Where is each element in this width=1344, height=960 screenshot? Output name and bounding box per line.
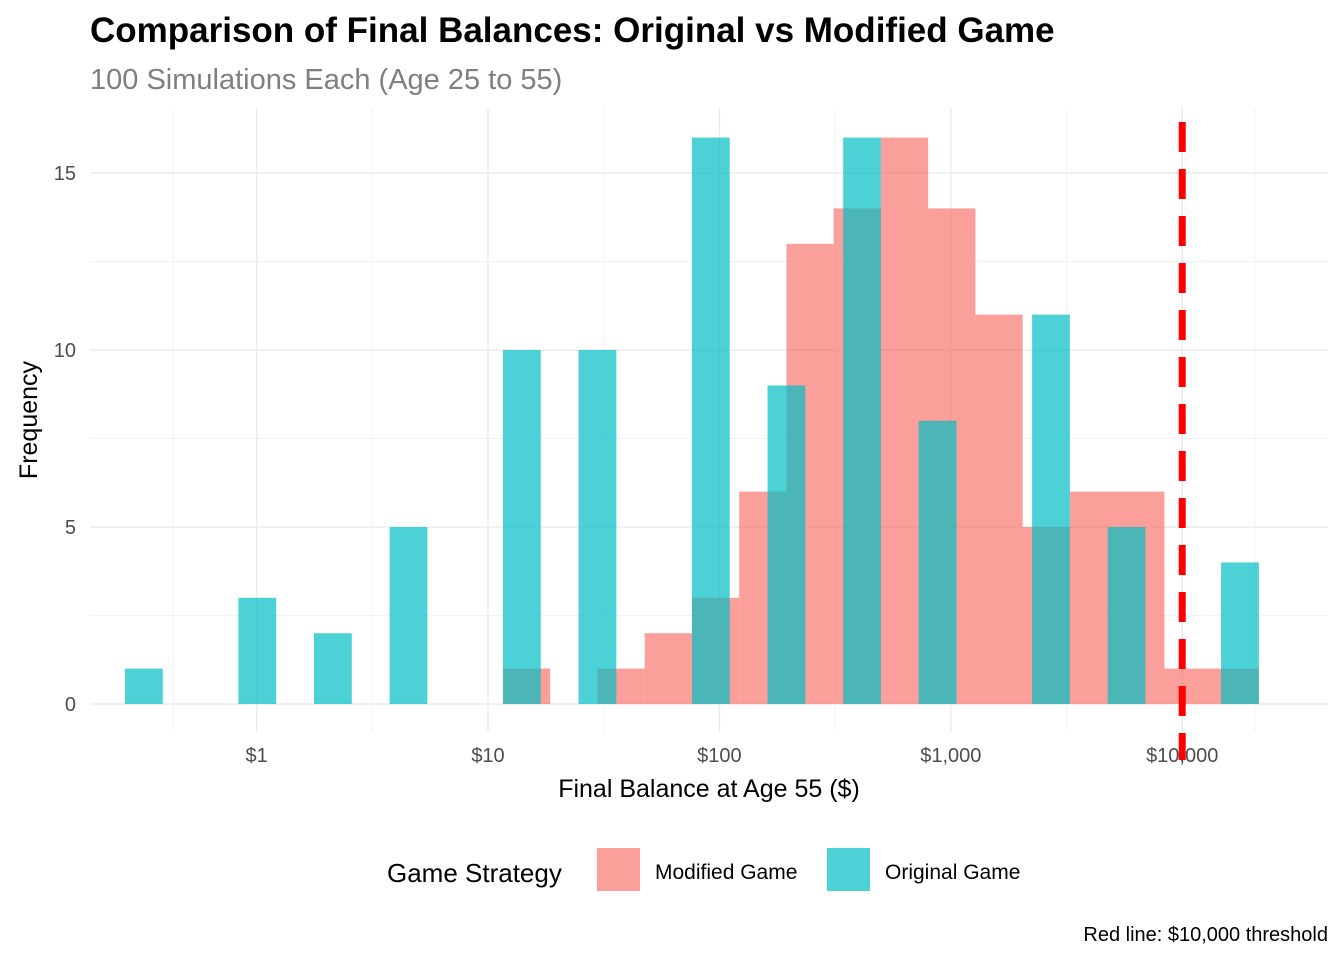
chart-title: Comparison of Final Balances: Original v…: [90, 11, 1055, 50]
x-tick-label: $1: [245, 745, 267, 767]
x-axis-ticks: $1 $10 $100 $1,000 $10,000: [245, 745, 1218, 767]
y-tick-label: 0: [65, 694, 76, 716]
x-tick-label: $1,000: [920, 745, 981, 767]
y-axis-ticks: 0 5 10 15: [54, 163, 76, 716]
bar-original-game: [1032, 314, 1070, 704]
bar-original-game: [578, 350, 617, 704]
y-tick-label: 10: [54, 340, 76, 362]
y-axis-title: Frequency: [15, 360, 43, 479]
bar-original-game: [767, 385, 806, 704]
legend-label-original-game: Original Game: [885, 861, 1020, 884]
bar-original-game: [238, 597, 277, 704]
bar-modified-game: [644, 633, 692, 704]
legend-swatch-original-game: [827, 848, 870, 891]
legend-label-modified-game: Modified Game: [655, 861, 797, 884]
bar-original-game: [502, 350, 541, 704]
bar-modified-game: [975, 314, 1023, 704]
legend-title: Game Strategy: [387, 858, 562, 888]
legend-swatch-modified-game: [597, 848, 640, 891]
x-tick-label: $10,000: [1146, 745, 1218, 767]
y-tick-label: 15: [54, 163, 76, 185]
x-axis-title: Final Balance at Age 55 ($): [558, 775, 860, 803]
bar-original-game: [1221, 562, 1259, 704]
bar-original-game: [389, 527, 428, 704]
legend: Game Strategy Modified Game Original Gam…: [387, 848, 1020, 891]
x-tick-label: $10: [471, 745, 504, 767]
x-tick-label: $100: [697, 745, 742, 767]
bar-original-game: [313, 633, 352, 704]
chart-subtitle: 100 Simulations Each (Age 25 to 55): [90, 64, 562, 96]
bar-original-game: [1107, 527, 1146, 704]
chart-caption: Red line: $10,000 threshold: [1083, 924, 1328, 946]
bar-original-game: [125, 668, 163, 704]
bars: [125, 137, 1259, 705]
bar-modified-game: [1164, 668, 1212, 704]
bar-original-game: [691, 137, 730, 705]
bar-original-game: [843, 137, 881, 705]
y-tick-label: 5: [65, 517, 76, 539]
bar-original-game: [918, 420, 957, 704]
